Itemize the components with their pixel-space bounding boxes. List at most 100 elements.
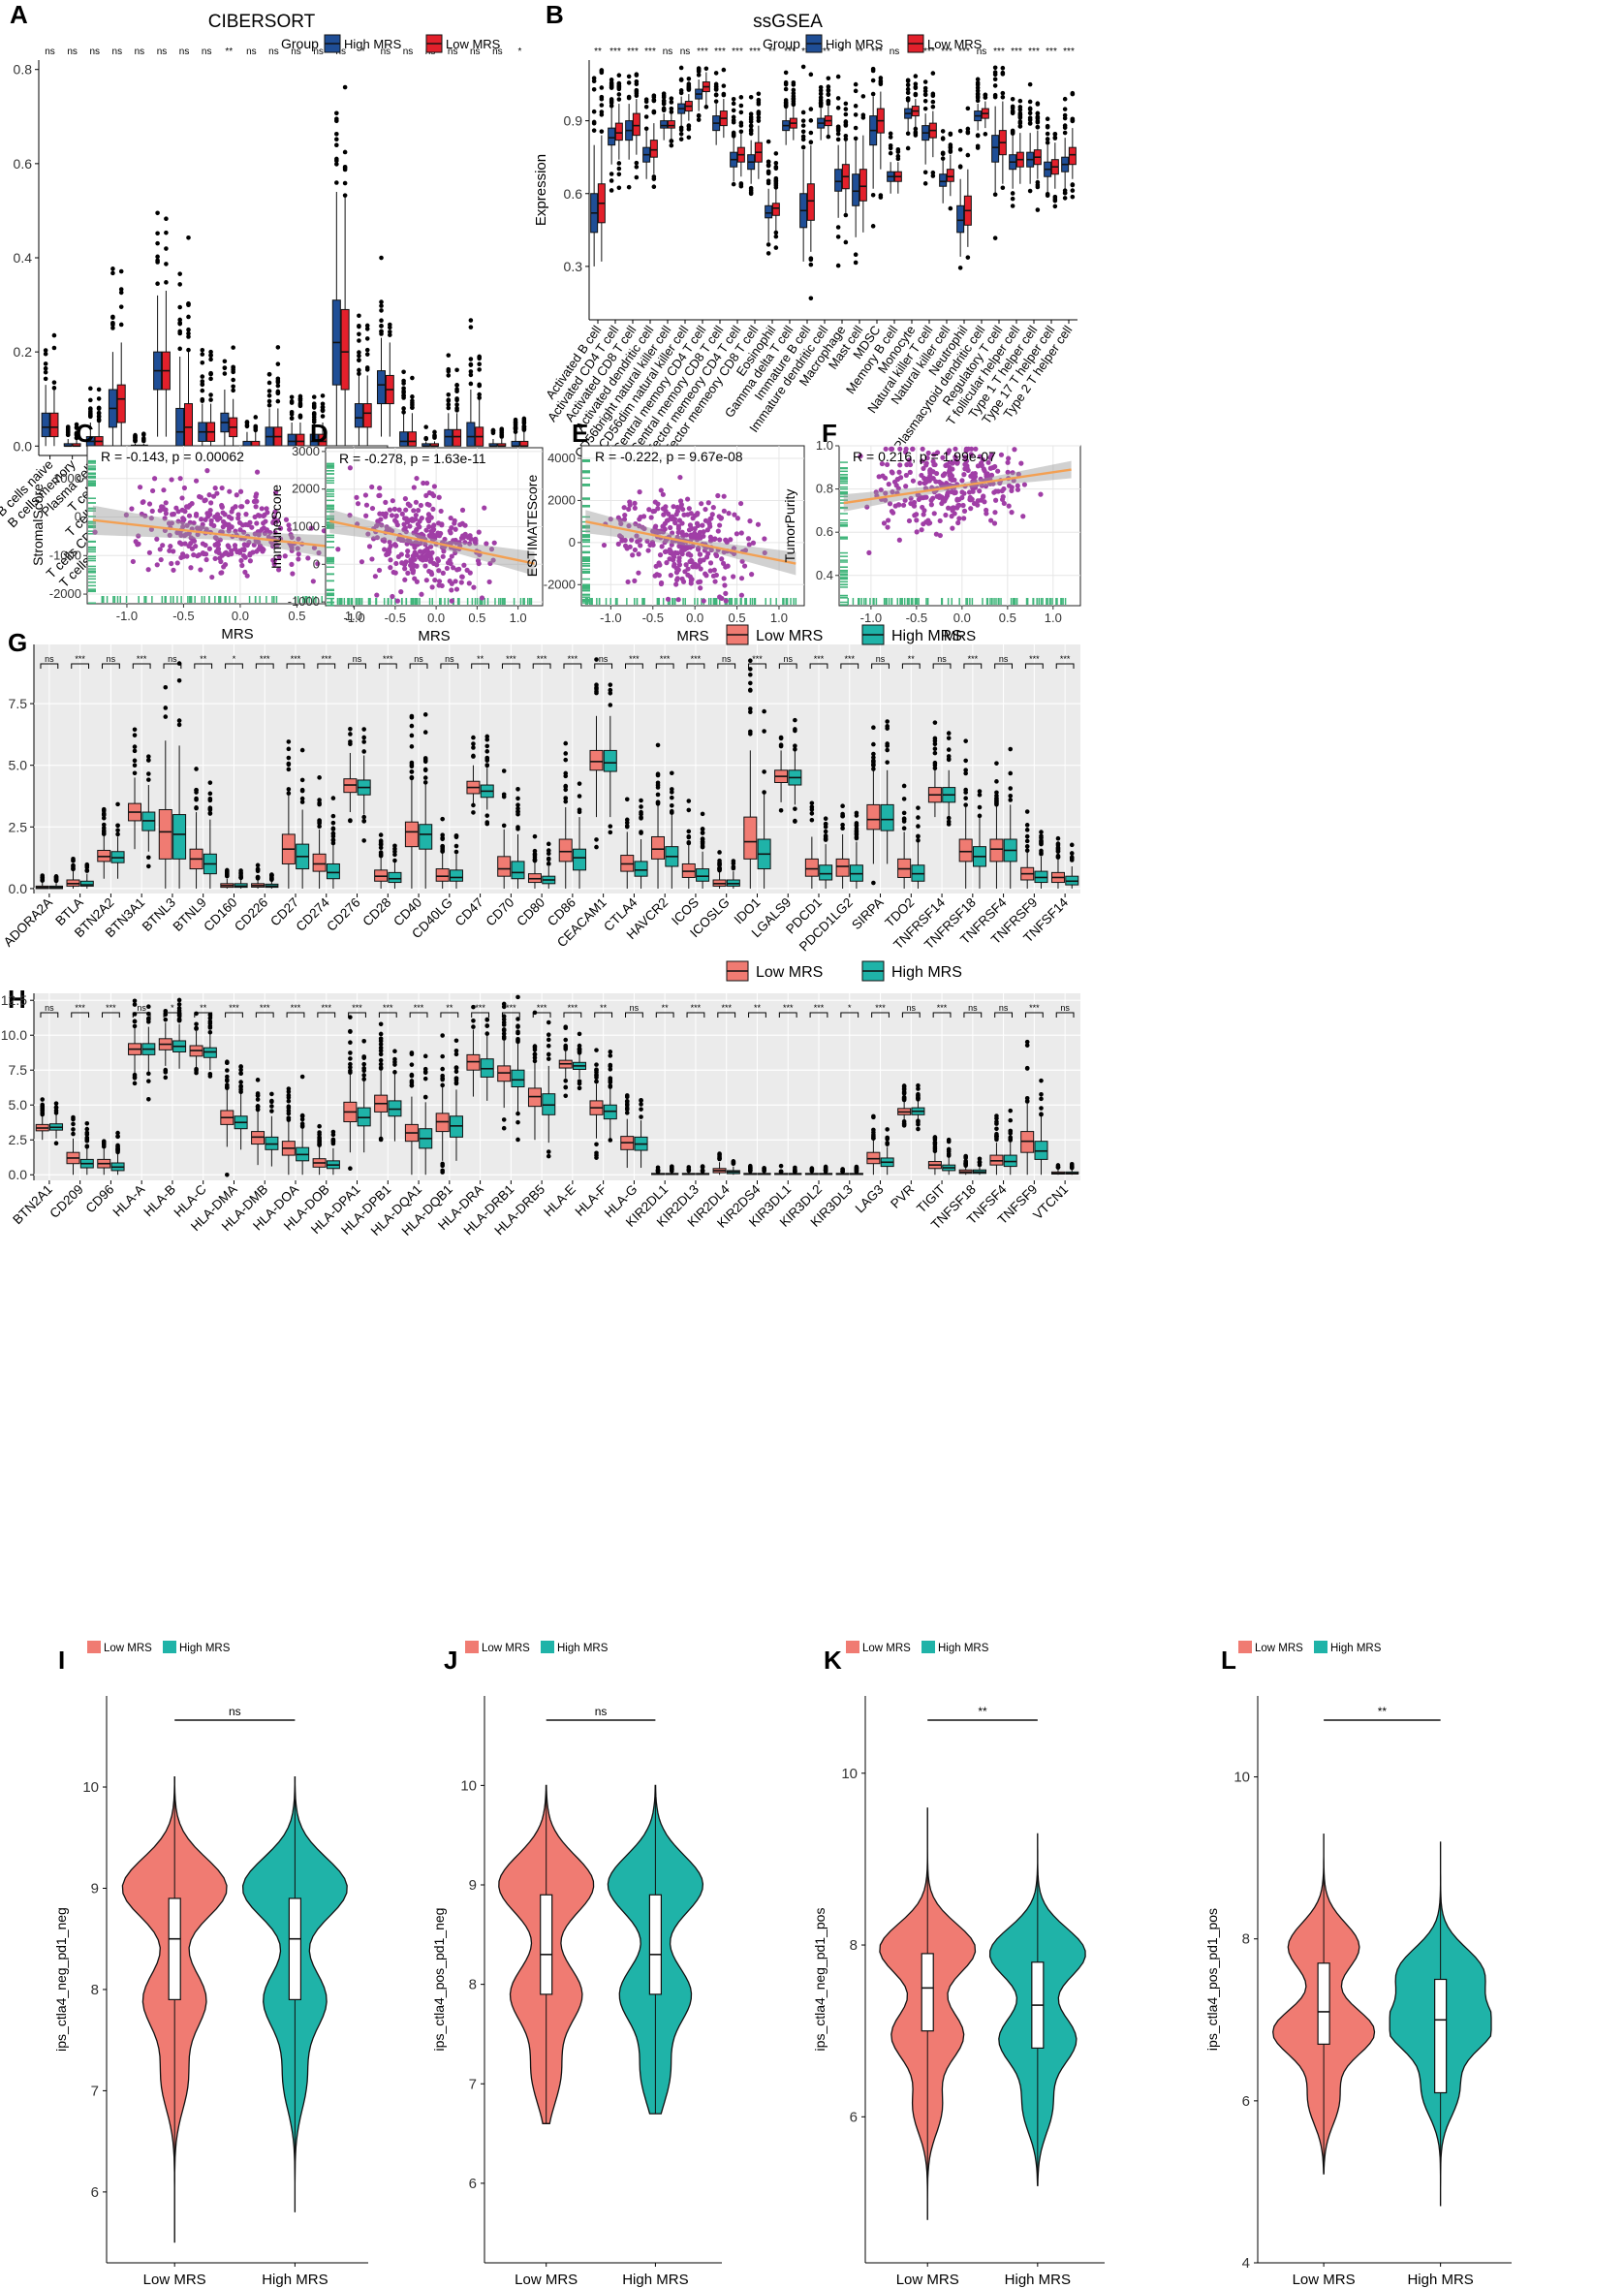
x-tick-label: 0.5 bbox=[468, 611, 485, 625]
scatter-point bbox=[271, 515, 277, 520]
scatter-point bbox=[685, 496, 691, 502]
significance-label: ns bbox=[107, 654, 116, 664]
outlier-point bbox=[357, 353, 361, 359]
scatter-point bbox=[402, 562, 408, 568]
scatter-point bbox=[664, 517, 670, 523]
significance-label: ns bbox=[968, 1003, 978, 1013]
scatter-point bbox=[163, 507, 169, 513]
outlier-point bbox=[946, 1146, 952, 1152]
significance-bracket bbox=[317, 1012, 336, 1018]
outlier-point bbox=[1017, 98, 1023, 104]
scatter-point bbox=[271, 557, 278, 563]
scatter-point bbox=[674, 576, 680, 581]
scatter-point bbox=[271, 519, 277, 525]
outlier-point bbox=[410, 375, 415, 381]
scatter-point bbox=[186, 513, 193, 518]
scatter-point bbox=[919, 458, 925, 464]
outlier-point bbox=[1055, 847, 1061, 853]
outlier-point bbox=[1017, 124, 1023, 129]
scatter-point bbox=[680, 579, 687, 584]
x-tick-label: 0.0 bbox=[953, 611, 971, 625]
scatter-point bbox=[393, 513, 399, 518]
scatter-point bbox=[650, 509, 656, 515]
scatter-point bbox=[721, 508, 727, 514]
fit-line bbox=[585, 519, 796, 565]
y-tick-label: -1000 bbox=[49, 548, 81, 562]
outlier-point bbox=[299, 1074, 305, 1080]
significance-label: ns bbox=[937, 654, 947, 664]
outlier-point bbox=[71, 1114, 76, 1120]
outlier-point bbox=[317, 820, 322, 826]
scatter-point bbox=[675, 597, 681, 603]
outlier-point bbox=[146, 1071, 151, 1077]
scatter-point bbox=[734, 531, 740, 537]
scatter-point bbox=[370, 536, 377, 542]
outlier-point bbox=[1052, 135, 1058, 141]
outlier-point bbox=[818, 84, 824, 90]
scatter-point bbox=[490, 557, 496, 563]
outlier-point bbox=[532, 1055, 538, 1060]
outlier-point bbox=[423, 424, 428, 429]
scatter-point bbox=[902, 497, 908, 503]
significance-label: * bbox=[171, 1003, 174, 1013]
significance-bracket bbox=[932, 663, 952, 669]
y-tick-label: 1000 bbox=[292, 519, 320, 534]
scatter-point bbox=[146, 501, 153, 507]
outlier-point bbox=[163, 706, 169, 710]
scatter-point bbox=[347, 513, 353, 518]
outlier-point bbox=[932, 763, 938, 768]
outlier-point bbox=[651, 110, 657, 115]
scatter-point bbox=[219, 570, 225, 576]
significance-bracket bbox=[563, 1012, 582, 1018]
outlier-point bbox=[639, 1107, 643, 1112]
outlier-point bbox=[840, 803, 845, 809]
scatter-point bbox=[696, 580, 702, 585]
outlier-point bbox=[826, 84, 831, 89]
significance-label: *** bbox=[475, 1003, 485, 1013]
significance-label: *** bbox=[814, 1003, 825, 1013]
scatter-point bbox=[389, 513, 395, 518]
scatter-point bbox=[462, 539, 468, 546]
outlier-point bbox=[608, 1067, 613, 1072]
scatter-point bbox=[479, 595, 485, 601]
scatter-point bbox=[661, 512, 667, 517]
significance-bracket bbox=[471, 663, 489, 669]
outlier-point bbox=[916, 833, 921, 839]
outlier-point bbox=[163, 1017, 169, 1022]
scatter-point bbox=[660, 491, 666, 497]
outlier-point bbox=[440, 1168, 445, 1174]
outlier-point bbox=[146, 754, 151, 759]
outlier-point bbox=[634, 81, 640, 87]
outlier-point bbox=[118, 322, 124, 328]
outlier-point bbox=[1039, 848, 1044, 854]
outlier-point bbox=[515, 1119, 520, 1125]
significance-bracket bbox=[102, 663, 120, 669]
scatter-point bbox=[289, 545, 295, 550]
scatter-point bbox=[460, 534, 467, 541]
outlier-point bbox=[800, 123, 806, 128]
outlier-point bbox=[809, 807, 815, 812]
outlier-point bbox=[762, 769, 766, 774]
legend-label: High MRS bbox=[344, 37, 402, 51]
outlier-point bbox=[477, 354, 482, 360]
scatter-point bbox=[484, 541, 489, 547]
outlier-point bbox=[1035, 124, 1041, 130]
outlier-point bbox=[532, 1010, 538, 1016]
scatter-point bbox=[709, 512, 715, 517]
scatter-point bbox=[148, 526, 155, 532]
outlier-point bbox=[773, 160, 779, 166]
scatter-point bbox=[476, 529, 482, 535]
outlier-point bbox=[348, 1015, 353, 1019]
significance-bracket bbox=[686, 663, 705, 669]
outlier-point bbox=[853, 125, 859, 131]
outlier-point bbox=[696, 113, 702, 118]
scatter-point bbox=[436, 579, 443, 584]
outlier-point bbox=[401, 369, 406, 375]
x-tick-label: -1.0 bbox=[860, 611, 882, 625]
outlier-point bbox=[225, 1068, 230, 1073]
outlier-point bbox=[669, 96, 674, 101]
scatter-point bbox=[680, 542, 686, 549]
outlier-point bbox=[255, 1104, 261, 1109]
outlier-point bbox=[713, 83, 719, 89]
